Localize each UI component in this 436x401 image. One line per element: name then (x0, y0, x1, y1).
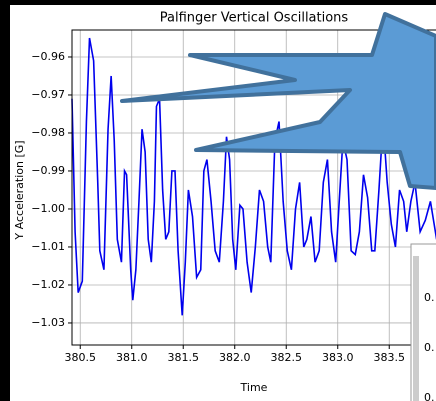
y-tick-label: −1.01 (31, 240, 65, 253)
x-tick-label: 383.5 (373, 351, 405, 364)
y-tick-label: −0.98 (31, 126, 65, 139)
window-label: 0. (424, 291, 435, 304)
x-tick-label: 382.0 (219, 351, 251, 364)
scrollbar[interactable] (413, 256, 419, 401)
y-tick-label: −1.00 (31, 202, 65, 215)
x-tick-label: 382.5 (270, 351, 302, 364)
x-axis-label: Time (240, 381, 268, 394)
y-tick-label: −1.03 (31, 316, 65, 329)
window-label: 0. (424, 341, 435, 354)
y-axis-label: Y Acceleration [G] (13, 140, 26, 240)
y-tick-label: −0.96 (31, 50, 65, 63)
window-label: 0. (424, 391, 435, 401)
screen: Palfinger Vertical Oscillations Y Accele… (0, 0, 436, 401)
y-tick-label: −1.02 (31, 278, 65, 291)
y-tick-label: −0.97 (31, 88, 65, 101)
x-tick-label: 381.0 (116, 351, 148, 364)
x-tick-label: 380.5 (64, 351, 96, 364)
y-tick-label: −0.99 (31, 164, 65, 177)
x-tick-label: 381.5 (167, 351, 199, 364)
x-tick-label: 383.0 (322, 351, 354, 364)
chart-title: Palfinger Vertical Oscillations (160, 11, 349, 26)
